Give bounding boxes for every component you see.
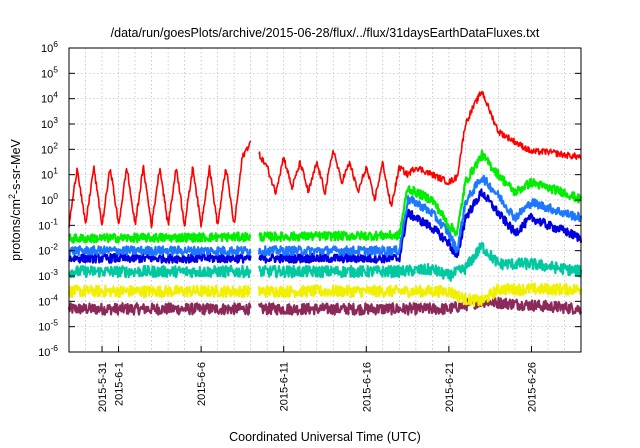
- x-tick-label: 2015-6-11: [279, 362, 291, 411]
- y-tick-label: 10-3: [38, 267, 58, 283]
- x-tick-label: 2015-6-26: [526, 362, 538, 412]
- series-line: [67, 282, 583, 307]
- y-tick-label: 101: [41, 166, 58, 182]
- y-tick-label: 10-4: [38, 292, 58, 308]
- y-tick-label: 10-1: [38, 216, 58, 232]
- y-tick-label: 10-5: [38, 318, 58, 334]
- series-line: [67, 296, 583, 316]
- y-tick-label: 106: [41, 39, 58, 55]
- series-line: [67, 149, 583, 244]
- x-tick-label: 2015-6-6: [196, 362, 208, 406]
- x-axis-label: Coordinated Universal Time (UTC): [229, 430, 421, 444]
- y-tick-label: 103: [41, 115, 58, 131]
- y-tick-label: 105: [41, 64, 58, 80]
- y-tick-label: 10-6: [38, 343, 58, 359]
- chart-title: /data/run/goesPlots/archive/2015-06-28/f…: [111, 26, 540, 40]
- y-tick-label: 102: [41, 140, 58, 156]
- x-tick-label: 2015-6-1: [114, 362, 126, 406]
- series-layer: [67, 90, 583, 316]
- series-line: [67, 241, 583, 282]
- y-axis-label: protons/cm2-s-sr-MeV: [7, 138, 23, 260]
- x-tick-label: 2015-6-21: [444, 362, 456, 412]
- y-tick-label: 100: [41, 191, 58, 207]
- y-axis-ticks: 10-6 10-5 10-4 10-3 10-2 10-1 100 101 102 103 104 1…: [38, 39, 581, 359]
- series-line: [68, 90, 582, 229]
- x-axis-ticks: 2015-5-31 2015-6-1 2015-6-6 2015-6-11 2015-6…: [97, 346, 538, 412]
- series-line: [68, 174, 583, 257]
- y-tick-label: 10-2: [38, 242, 58, 258]
- x-tick-label: 2015-6-16: [361, 362, 373, 412]
- series-line: [67, 188, 583, 264]
- y-tick-label: 104: [41, 90, 58, 106]
- x-tick-label: 2015-5-31: [97, 362, 109, 412]
